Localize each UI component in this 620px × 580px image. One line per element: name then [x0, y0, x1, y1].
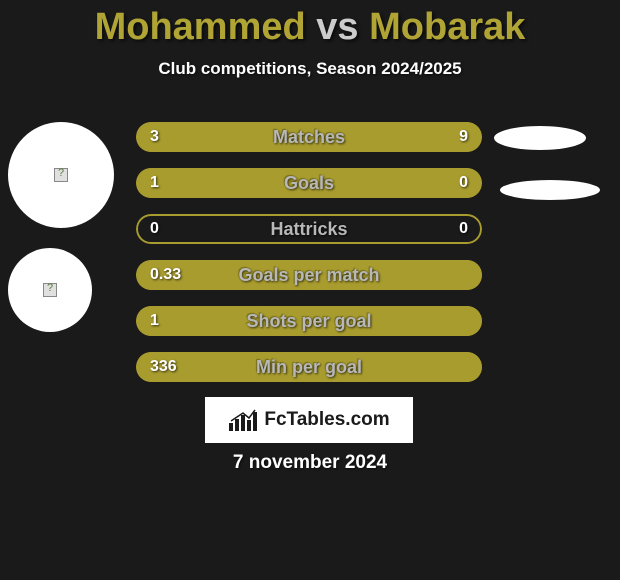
- bar-label: Goals per match: [136, 260, 482, 290]
- bar-label: Matches: [136, 122, 482, 152]
- fctables-logo: FcTables.com: [205, 397, 413, 443]
- stat-row-goals: 10Goals: [136, 168, 482, 198]
- avatars-column: [8, 122, 114, 352]
- stat-row-min-per-goal: 336Min per goal: [136, 352, 482, 382]
- comparison-title: Mohammed vs Mobarak: [0, 0, 620, 49]
- side-pill-2: [500, 180, 600, 200]
- placeholder-icon: [43, 283, 57, 297]
- player2-name: Mobarak: [369, 6, 525, 48]
- placeholder-icon: [54, 168, 68, 182]
- date-text: 7 november 2024: [0, 452, 620, 474]
- logo-chart-icon: [228, 409, 258, 431]
- bar-label: Goals: [136, 168, 482, 198]
- bar-label: Shots per goal: [136, 306, 482, 336]
- logo-text: FcTables.com: [264, 409, 389, 431]
- bar-label: Hattricks: [136, 214, 482, 244]
- stat-row-goals-per-match: 0.33Goals per match: [136, 260, 482, 290]
- subtitle: Club competitions, Season 2024/2025: [0, 59, 620, 79]
- vs-text: vs: [316, 6, 358, 48]
- stat-bars: 39Matches 10Goals 00Hattricks 0.33Goals per…: [136, 122, 482, 398]
- player2-avatar: [8, 248, 92, 332]
- side-pill-1: [494, 126, 586, 150]
- stat-row-shots-per-goal: 1Shots per goal: [136, 306, 482, 336]
- stat-row-matches: 39Matches: [136, 122, 482, 152]
- player1-avatar: [8, 122, 114, 228]
- player1-name: Mohammed: [95, 6, 306, 48]
- stat-row-hattricks: 00Hattricks: [136, 214, 482, 244]
- bar-label: Min per goal: [136, 352, 482, 382]
